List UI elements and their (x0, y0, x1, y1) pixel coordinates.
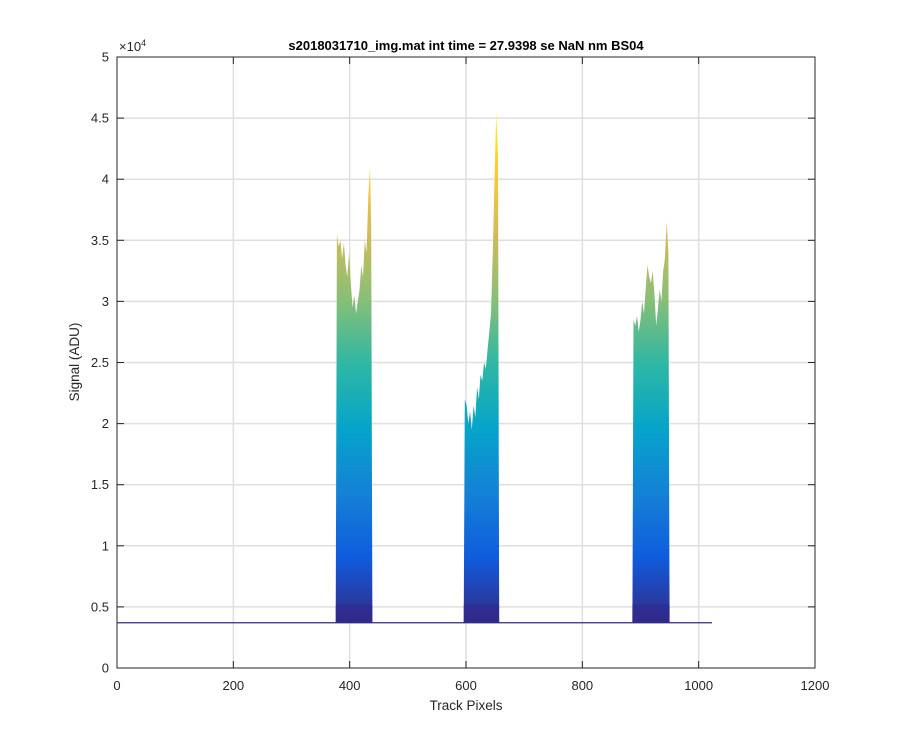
y-tick-label: 2 (102, 416, 109, 431)
signal-traces (117, 112, 713, 624)
y-tick-label: 5 (102, 50, 109, 65)
peak-3-base (632, 604, 670, 623)
x-tick-label: 800 (571, 678, 593, 693)
x-tick-label: 0 (113, 678, 120, 693)
x-tick-label: 600 (455, 678, 477, 693)
axes (116, 56, 816, 669)
y-tick-label: 2.5 (91, 355, 109, 370)
x-tick-label: 200 (222, 678, 244, 693)
peak-1-base (335, 604, 373, 623)
peak-2-area (463, 112, 500, 623)
y-exponent-power: 4 (141, 38, 146, 48)
grid-lines (117, 57, 815, 668)
chart-title: s2018031710_img.mat int time = 27.9398 s… (288, 38, 644, 53)
y-exponent-label: ×104 (119, 38, 146, 54)
y-tick-label: 4 (102, 172, 109, 187)
y-tick-label: 3.5 (91, 233, 109, 248)
peak-3-area (632, 222, 670, 623)
y-tick-label: 3 (102, 294, 109, 309)
y-tick-label: 0 (102, 661, 109, 676)
y-tick-label: 0.5 (91, 599, 109, 614)
peak-1-area (335, 167, 373, 623)
y-axis-title: Signal (ADU) (67, 323, 82, 402)
x-tick-label: 1000 (684, 678, 713, 693)
y-tick-label: 1.5 (91, 477, 109, 492)
x-tick-label: 400 (339, 678, 361, 693)
y-tick-label: 4.5 (91, 111, 109, 126)
x-tick-labels: 0 200 400 600 800 1000 1200 (113, 678, 829, 693)
x-tick-label: 1200 (801, 678, 830, 693)
y-tick-labels: 0 0.5 1 1.5 2 2.5 3 3.5 4 4.5 5 (91, 50, 109, 676)
y-tick-label: 1 (102, 538, 109, 553)
x-axis-title: Track Pixels (429, 698, 502, 713)
peak-2-base (463, 604, 500, 623)
